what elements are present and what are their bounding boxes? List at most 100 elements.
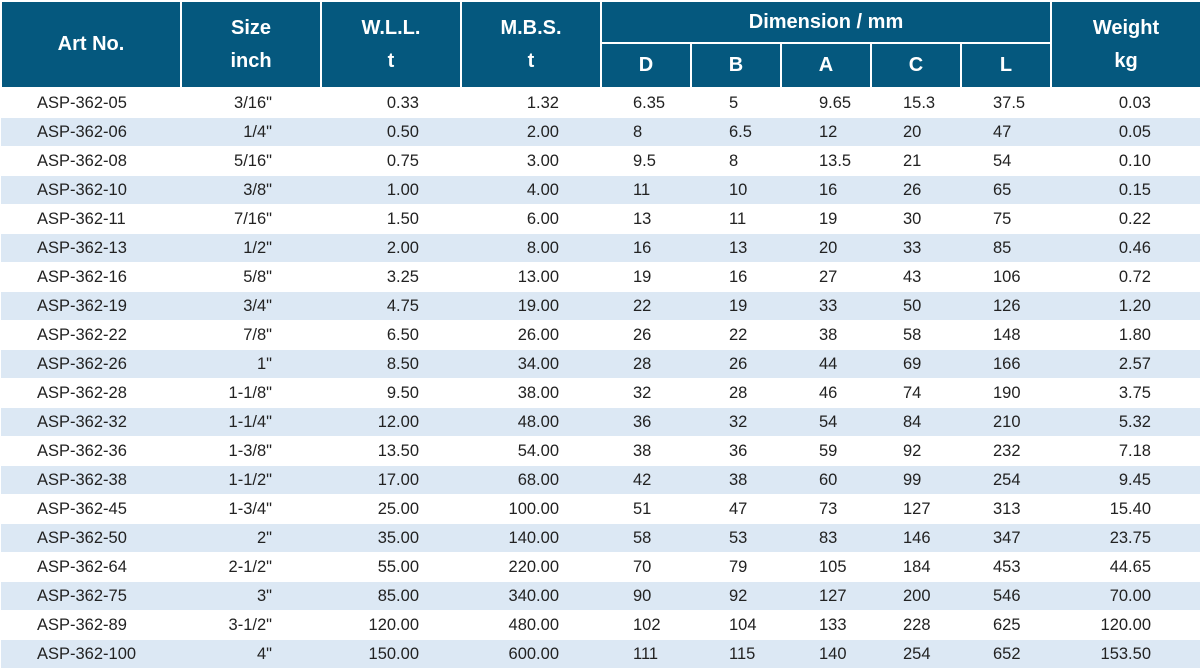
- cell-weight: 0.15: [1051, 175, 1200, 205]
- cell-mbs: 68.00: [461, 465, 601, 495]
- cell-wll: 9.50: [321, 378, 461, 408]
- cell-dim-d: 13: [601, 204, 691, 234]
- cell-wll: 4.75: [321, 291, 461, 321]
- cell-dim-c: 254: [871, 639, 961, 669]
- cell-dim-c: 92: [871, 436, 961, 466]
- cell-dim-a: 59: [781, 436, 871, 466]
- table-row: ASP-362-22 7/8" 6.50 26.00 26 22 38 58 148 1.80: [1, 320, 1200, 350]
- cell-wll: 35.00: [321, 523, 461, 553]
- cell-dim-b: 16: [691, 262, 781, 292]
- cell-weight: 1.80: [1051, 320, 1200, 350]
- cell-wll: 3.25: [321, 262, 461, 292]
- cell-dim-c: 69: [871, 349, 961, 379]
- cell-dim-a: 12: [781, 117, 871, 147]
- cell-mbs: 3.00: [461, 146, 601, 176]
- cell-dim-d: 19: [601, 262, 691, 292]
- cell-dim-d: 42: [601, 465, 691, 495]
- cell-mbs: 480.00: [461, 610, 601, 640]
- cell-weight: 0.46: [1051, 233, 1200, 263]
- header-dim-b: B: [690, 42, 782, 89]
- cell-wll: 1.00: [321, 175, 461, 205]
- cell-dim-l: 85: [961, 233, 1051, 263]
- cell-mbs: 6.00: [461, 204, 601, 234]
- cell-dim-l: 37.5: [961, 88, 1051, 118]
- cell-dim-d: 111: [601, 639, 691, 669]
- cell-size: 5/16": [181, 146, 321, 176]
- header-size-unit: inch: [230, 49, 272, 72]
- cell-wll: 8.50: [321, 349, 461, 379]
- cell-weight: 0.03: [1051, 88, 1200, 118]
- cell-art-no: ASP-362-28: [1, 378, 181, 408]
- cell-weight: 15.40: [1051, 494, 1200, 524]
- header-dim-d: D: [600, 42, 692, 89]
- cell-art-no: ASP-362-06: [1, 117, 181, 147]
- cell-dim-b: 11: [691, 204, 781, 234]
- header-weight-unit: kg: [1114, 49, 1138, 72]
- table-row: ASP-362-28 1-1/8" 9.50 38.00 32 28 46 74 190 3.75: [1, 378, 1200, 408]
- cell-dim-a: 60: [781, 465, 871, 495]
- cell-size: 4": [181, 639, 321, 669]
- cell-dim-l: 254: [961, 465, 1051, 495]
- table-row: ASP-362-10 3/8" 1.00 4.00 11 10 16 26 65 0.15: [1, 175, 1200, 205]
- cell-size: 1-1/8": [181, 378, 321, 408]
- cell-dim-b: 26: [691, 349, 781, 379]
- cell-size: 3/8": [181, 175, 321, 205]
- cell-art-no: ASP-362-36: [1, 436, 181, 466]
- cell-mbs: 19.00: [461, 291, 601, 321]
- cell-wll: 0.33: [321, 88, 461, 118]
- cell-dim-d: 70: [601, 552, 691, 582]
- cell-weight: 7.18: [1051, 436, 1200, 466]
- cell-dim-b: 53: [691, 523, 781, 553]
- cell-art-no: ASP-362-64: [1, 552, 181, 582]
- cell-mbs: 26.00: [461, 320, 601, 350]
- cell-art-no: ASP-362-11: [1, 204, 181, 234]
- cell-mbs: 38.00: [461, 378, 601, 408]
- cell-art-no: ASP-362-19: [1, 291, 181, 321]
- cell-dim-c: 127: [871, 494, 961, 524]
- cell-size: 3/16": [181, 88, 321, 118]
- cell-weight: 23.75: [1051, 523, 1200, 553]
- cell-dim-c: 26: [871, 175, 961, 205]
- cell-dim-c: 146: [871, 523, 961, 553]
- cell-dim-c: 21: [871, 146, 961, 176]
- cell-mbs: 220.00: [461, 552, 601, 582]
- cell-dim-l: 347: [961, 523, 1051, 553]
- cell-dim-d: 22: [601, 291, 691, 321]
- cell-dim-l: 313: [961, 494, 1051, 524]
- cell-dim-c: 50: [871, 291, 961, 321]
- table-row: ASP-362-89 3-1/2" 120.00 480.00 102 104 133 228…: [1, 610, 1200, 640]
- cell-wll: 150.00: [321, 639, 461, 669]
- cell-dim-d: 16: [601, 233, 691, 263]
- table-row: ASP-362-05 3/16" 0.33 1.32 6.35 5 9.65 15.3 37.5…: [1, 88, 1200, 118]
- cell-dim-d: 32: [601, 378, 691, 408]
- cell-dim-d: 102: [601, 610, 691, 640]
- header-weight-label: Weight: [1092, 16, 1160, 39]
- cell-art-no: ASP-362-08: [1, 146, 181, 176]
- header-wll-unit: t: [387, 49, 395, 72]
- cell-size: 1-1/2": [181, 465, 321, 495]
- cell-dim-b: 6.5: [691, 117, 781, 147]
- cell-dim-c: 74: [871, 378, 961, 408]
- cell-dim-b: 36: [691, 436, 781, 466]
- cell-art-no: ASP-362-50: [1, 523, 181, 553]
- cell-weight: 44.65: [1051, 552, 1200, 582]
- cell-dim-b: 13: [691, 233, 781, 263]
- cell-size: 2": [181, 523, 321, 553]
- header-dim-l: L: [960, 42, 1052, 89]
- cell-dim-l: 47: [961, 117, 1051, 147]
- cell-dim-c: 184: [871, 552, 961, 582]
- cell-dim-d: 8: [601, 117, 691, 147]
- table-row: ASP-362-50 2" 35.00 140.00 58 53 83 146 347 23.75: [1, 523, 1200, 553]
- cell-weight: 70.00: [1051, 581, 1200, 611]
- table-header: Art No. Size inch W.L.L. t M.B.S. t Dime…: [0, 0, 1200, 89]
- cell-dim-c: 20: [871, 117, 961, 147]
- cell-wll: 13.50: [321, 436, 461, 466]
- cell-mbs: 54.00: [461, 436, 601, 466]
- cell-wll: 1.50: [321, 204, 461, 234]
- cell-dim-b: 10: [691, 175, 781, 205]
- cell-mbs: 100.00: [461, 494, 601, 524]
- table-row: ASP-362-16 5/8" 3.25 13.00 19 16 27 43 106 0.72: [1, 262, 1200, 292]
- cell-art-no: ASP-362-45: [1, 494, 181, 524]
- cell-dim-c: 15.3: [871, 88, 961, 118]
- table-row: ASP-362-100 4" 150.00 600.00 111 115 140 254 652…: [1, 639, 1200, 669]
